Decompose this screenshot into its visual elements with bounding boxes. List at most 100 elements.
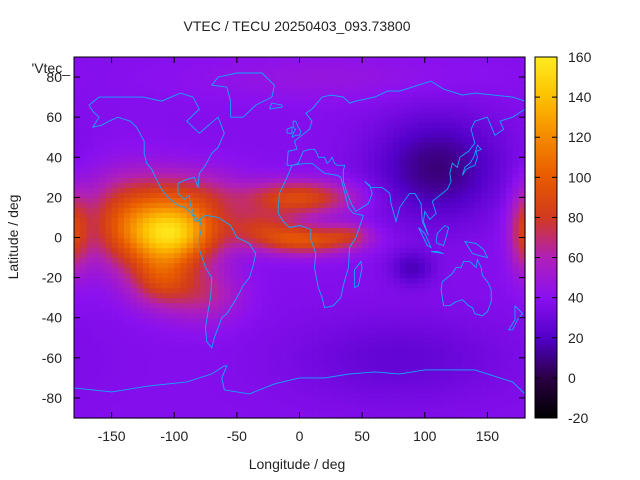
heatmap-cell	[305, 147, 313, 153]
heatmap-cell	[493, 317, 501, 324]
heatmap-cell	[130, 252, 138, 259]
heatmap-cell	[431, 377, 438, 384]
heatmap-cell	[230, 122, 238, 128]
heatmap-cell	[474, 387, 482, 394]
heatmap-cell	[74, 362, 81, 369]
heatmap-cell	[211, 217, 219, 224]
heatmap-cell	[211, 227, 219, 234]
heatmap-cell	[255, 382, 263, 389]
heatmap-cell	[299, 162, 307, 168]
heatmap-cell	[487, 62, 495, 68]
heatmap-cell	[399, 377, 407, 384]
heatmap-cell	[299, 72, 307, 78]
heatmap-cell	[305, 327, 313, 334]
heatmap-cell	[111, 92, 119, 98]
heatmap-cell	[443, 382, 451, 389]
heatmap-cell	[443, 132, 451, 138]
heatmap-cell	[418, 192, 426, 198]
heatmap-cell	[368, 142, 376, 148]
heatmap-cell	[124, 322, 131, 329]
heatmap-cell	[330, 132, 338, 138]
heatmap-cell	[449, 152, 457, 158]
heatmap-cell	[199, 277, 207, 284]
heatmap-cell	[130, 322, 138, 329]
heatmap-cell	[167, 237, 175, 244]
heatmap-cell	[193, 327, 200, 334]
heatmap-cell	[218, 152, 225, 158]
heatmap-cell	[117, 147, 125, 153]
heatmap-cell	[399, 217, 407, 224]
heatmap-cell	[180, 392, 188, 399]
heatmap-cell	[431, 57, 438, 63]
heatmap-cell	[205, 252, 213, 259]
heatmap-cell	[174, 72, 182, 78]
heatmap-cell	[249, 252, 257, 259]
heatmap-cell	[437, 97, 445, 103]
heatmap-cell	[324, 157, 332, 163]
heatmap-cell	[499, 217, 507, 224]
heatmap-cell	[142, 207, 150, 214]
heatmap-cell	[80, 92, 88, 98]
heatmap-cell	[374, 367, 382, 374]
heatmap-cell	[99, 267, 106, 274]
heatmap-cell	[424, 307, 432, 314]
heatmap-cell	[105, 152, 113, 158]
heatmap-cell	[456, 107, 463, 113]
heatmap-cell	[387, 402, 395, 409]
heatmap-cell	[324, 242, 332, 249]
heatmap-cell	[161, 212, 169, 219]
heatmap-cell	[286, 127, 294, 133]
heatmap-cell	[318, 177, 326, 183]
heatmap-cell	[305, 97, 313, 103]
heatmap-cell	[380, 207, 388, 214]
heatmap-cell	[349, 307, 357, 314]
heatmap-cell	[180, 387, 188, 394]
heatmap-cell	[355, 312, 363, 319]
heatmap-cell	[99, 262, 106, 269]
heatmap-cell	[468, 402, 476, 409]
heatmap-cell	[268, 332, 276, 339]
heatmap-cell	[186, 212, 194, 219]
heatmap-cell	[493, 297, 501, 304]
heatmap-cell	[368, 317, 376, 324]
heatmap-cell	[380, 107, 388, 113]
heatmap-cell	[312, 167, 319, 173]
heatmap-cell	[405, 302, 413, 309]
heatmap-cell	[312, 127, 319, 133]
heatmap-cell	[142, 167, 150, 173]
heatmap-cell	[167, 357, 175, 364]
heatmap-cell	[355, 397, 363, 404]
heatmap-cell	[424, 407, 432, 414]
heatmap-cell	[405, 202, 413, 209]
heatmap-cell	[387, 292, 395, 299]
heatmap-cell	[124, 297, 131, 304]
heatmap-cell	[236, 252, 244, 259]
heatmap-cell	[456, 367, 463, 374]
heatmap-cell	[174, 177, 182, 183]
heatmap-cell	[399, 57, 407, 63]
heatmap-cell	[424, 327, 432, 334]
heatmap-cell	[105, 147, 113, 153]
heatmap-cell	[293, 212, 301, 219]
heatmap-cell	[399, 187, 407, 193]
heatmap-cell	[255, 312, 263, 319]
heatmap-cell	[387, 77, 395, 83]
heatmap-cell	[368, 92, 376, 98]
heatmap-cell	[92, 257, 100, 264]
heatmap-cell	[136, 152, 144, 158]
heatmap-cell	[481, 252, 489, 259]
heatmap-cell	[493, 352, 501, 359]
heatmap-cell	[380, 342, 388, 349]
heatmap-cell	[167, 402, 175, 409]
heatmap-cell	[349, 282, 357, 289]
heatmap-cell	[80, 252, 88, 259]
heatmap-cell	[424, 197, 432, 203]
heatmap-cell	[249, 107, 257, 113]
heatmap-cell	[481, 227, 489, 234]
heatmap-cell	[286, 357, 294, 364]
heatmap-cell	[255, 107, 263, 113]
heatmap-cell	[105, 387, 113, 394]
heatmap-cell	[268, 412, 276, 419]
heatmap-cell	[293, 72, 301, 78]
heatmap-cell	[299, 287, 307, 294]
